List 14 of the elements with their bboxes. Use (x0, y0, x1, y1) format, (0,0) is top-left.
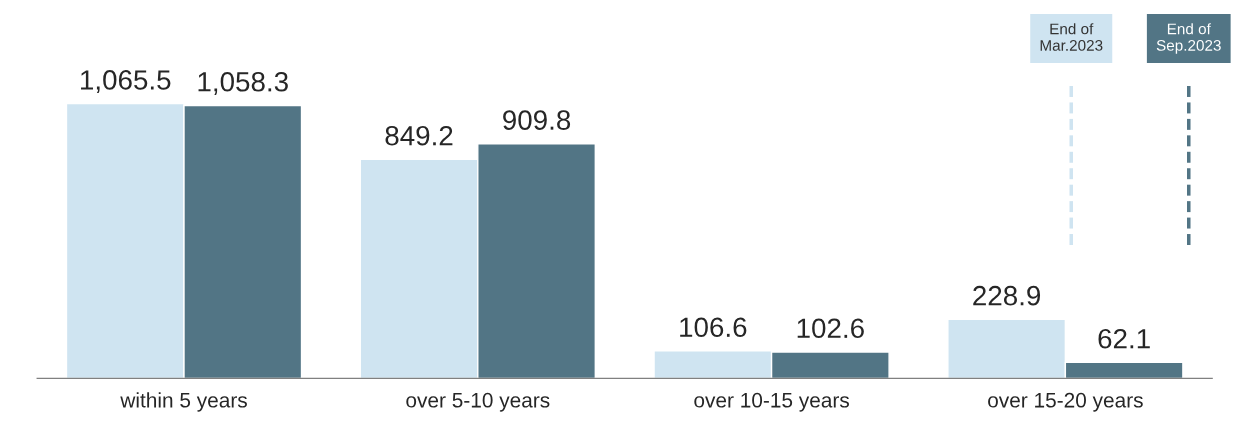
text: End of Mar.2023 (1040, 23, 1103, 51)
x-tick-label: over 10-15 years (694, 392, 849, 412)
data-label: 909.8 (503, 110, 571, 130)
data-label: 62.1 (1098, 328, 1150, 349)
data-label: 849.2 (385, 125, 453, 146)
data-label: 1,065.5 (81, 70, 171, 94)
data-label: 102.6 (797, 318, 864, 339)
x-tick-label: over 5-10 years (406, 392, 550, 412)
x-tick-label: over 15-20 years (988, 392, 1143, 412)
data-label: 106.6 (680, 317, 747, 338)
text: End of Sep.2023 (1156, 23, 1221, 54)
data-label: 1,058.3 (198, 71, 288, 95)
x-tick-label: within 5 years (120, 392, 247, 412)
data-label: 228.9 (973, 285, 1041, 306)
